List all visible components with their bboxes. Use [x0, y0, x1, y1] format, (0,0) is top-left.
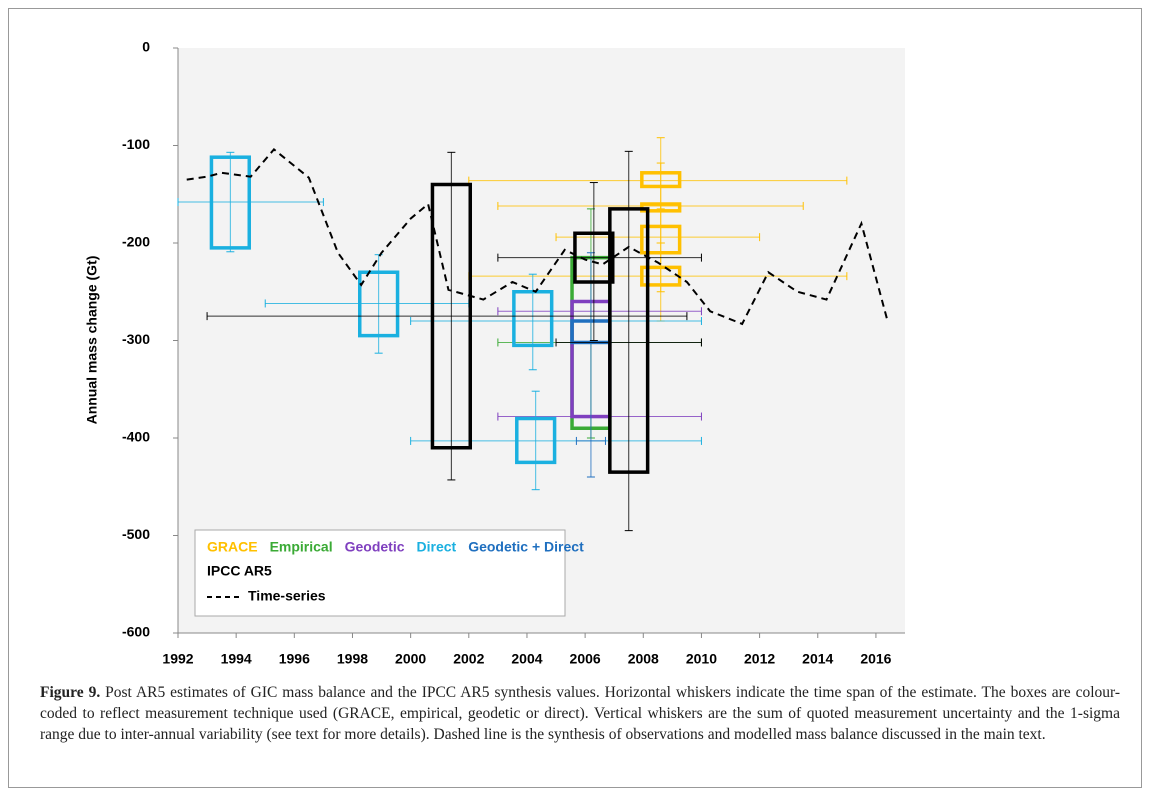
figure-frame — [8, 8, 1142, 788]
legend-entry: Geodetic — [345, 539, 405, 555]
legend-entry: Direct — [417, 539, 457, 555]
box — [573, 231, 615, 284]
x-tick-label: 2008 — [628, 651, 659, 667]
box — [209, 155, 251, 250]
y-axis-label: Annual mass change (Gt) — [84, 256, 100, 425]
legend-box — [194, 529, 566, 617]
box — [608, 207, 650, 474]
y-tick-label: -300 — [122, 331, 150, 347]
x-tick-label: 1992 — [162, 651, 193, 667]
legend-entry: Empirical — [270, 539, 333, 555]
x-tick-label: 1998 — [337, 651, 368, 667]
x-tick-label: 2012 — [744, 651, 775, 667]
x-tick-label: 2000 — [395, 651, 426, 667]
y-tick-label: -200 — [122, 234, 150, 250]
x-tick-label: 2016 — [860, 651, 891, 667]
box — [512, 290, 554, 348]
x-tick-label: 1996 — [279, 651, 310, 667]
legend-entry: Geodetic + Direct — [468, 539, 584, 555]
box — [515, 416, 557, 465]
box — [430, 182, 473, 450]
x-tick-label: 2010 — [686, 651, 717, 667]
caption-label: Figure 9. — [40, 684, 101, 701]
x-tick-label: 2014 — [802, 651, 833, 667]
legend-entry: Time-series — [248, 588, 326, 604]
legend-entry: GRACE — [207, 539, 258, 555]
legend-entry: IPCC AR5 — [207, 563, 272, 579]
chart: Annual mass change (Gt) 0 -100 -200 -300 -40… — [84, 39, 905, 667]
time-series-line — [186, 148, 889, 326]
box — [358, 270, 400, 338]
y-tick-label: -100 — [122, 136, 150, 152]
y-tick-label: -400 — [122, 429, 150, 445]
y-tick-label: -500 — [122, 526, 150, 542]
x-tick-label: 2004 — [511, 651, 542, 667]
caption: Figure 9. Post AR5 estimates of GIC mass… — [40, 682, 1120, 745]
y-tick-label: -600 — [122, 624, 150, 640]
caption-text: Post AR5 estimates of GIC mass balance a… — [40, 684, 1121, 743]
y-tick-label: 0 — [142, 39, 150, 55]
x-tick-label: 2006 — [570, 651, 601, 667]
x-tick-label: 1994 — [221, 651, 252, 667]
x-tick-label: 2002 — [453, 651, 484, 667]
